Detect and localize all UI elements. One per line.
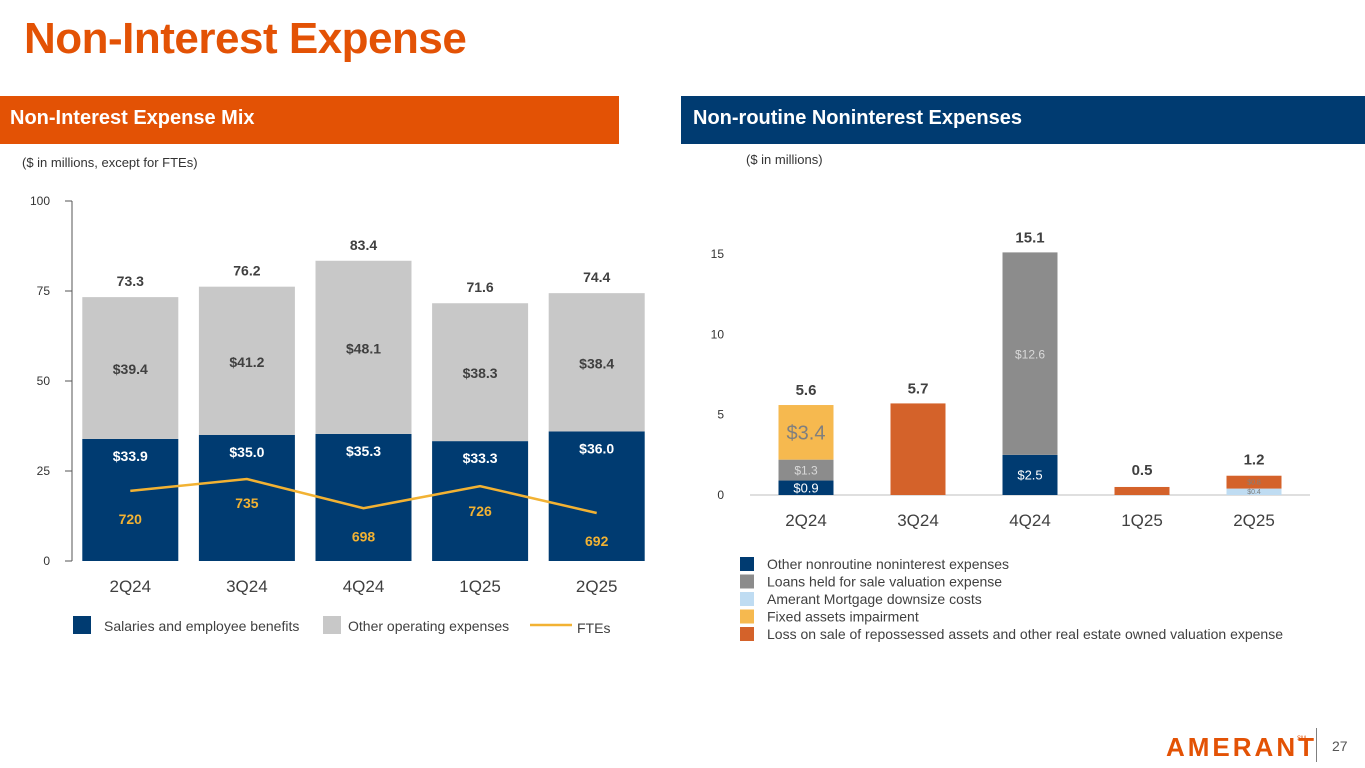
right-legend-swatch-3 bbox=[740, 592, 754, 606]
left-bar-salaries-and-employee-benefits-2q24 bbox=[82, 438, 179, 561]
right-bar-value-label: $1.3 bbox=[794, 463, 818, 477]
right-bar-value-label: $2.5 bbox=[1017, 467, 1042, 482]
right-bar-value-label: $0.9 bbox=[793, 480, 818, 495]
page-title: Non-Interest Expense bbox=[24, 14, 467, 63]
right-bar-total-label: 1.2 bbox=[1244, 452, 1265, 469]
logo-service-mark: SM bbox=[1297, 736, 1306, 742]
right-bar-total-label: 5.6 bbox=[796, 382, 817, 399]
right-legend-label-1: Other nonroutine noninterest expenses bbox=[767, 556, 1009, 572]
footer-divider bbox=[1316, 728, 1317, 762]
left-panel-header: Non-Interest Expense Mix bbox=[0, 96, 619, 144]
right-bar-loss-on-sale-of-repossessed-assets-and-o-2q25 bbox=[1226, 475, 1282, 489]
right-bar-value-label: $12.6 bbox=[1015, 347, 1045, 361]
left-bar-salaries-and-employee-benefits-4q24 bbox=[315, 433, 412, 561]
left-y-tick-label: 75 bbox=[37, 284, 51, 298]
right-x-category-label: 2Q25 bbox=[1233, 511, 1275, 530]
left-bar-value-label: $41.2 bbox=[229, 354, 264, 370]
right-bar-value-label: $3.4 bbox=[787, 422, 826, 444]
left-bar-other-operating-expenses-2q24 bbox=[82, 297, 179, 439]
left-fte-value-label: 720 bbox=[119, 511, 143, 527]
left-bar-salaries-and-employee-benefits-1q25 bbox=[432, 441, 529, 561]
right-legend-label-2: Loans held for sale valuation expense bbox=[767, 574, 1002, 590]
right-bar-loss-on-sale-of-repossessed-assets-and-o-3q24 bbox=[890, 403, 946, 495]
legend-label-other-operating: Other operating expenses bbox=[348, 618, 509, 634]
legend-swatch-other-operating bbox=[323, 616, 341, 634]
left-x-category-label: 1Q25 bbox=[459, 577, 501, 596]
right-bar-value-label: $0.8 bbox=[1247, 480, 1261, 487]
right-legend-swatch-1 bbox=[740, 557, 754, 571]
right-bar-loans-held-for-sale-valuation-expense-2q24 bbox=[778, 459, 834, 481]
right-legend-label-4: Fixed assets impairment bbox=[767, 609, 919, 625]
right-bar-total-label: 5.7 bbox=[908, 380, 929, 397]
right-units-note: ($ in millions) bbox=[746, 152, 823, 167]
right-y-tick-label: 0 bbox=[717, 488, 724, 502]
left-bar-total-label: 73.3 bbox=[117, 273, 144, 289]
left-units-note: ($ in millions, except for FTEs) bbox=[22, 155, 198, 170]
left-x-category-label: 4Q24 bbox=[343, 577, 385, 596]
right-bar-fixed-assets-impairment-2q24 bbox=[778, 405, 834, 460]
left-bar-value-label: $33.3 bbox=[463, 450, 498, 466]
left-y-tick-label: 0 bbox=[43, 554, 50, 568]
left-panel-header-text: Non-Interest Expense Mix bbox=[10, 107, 255, 129]
right-bar-amerant-mortgage-downsize-costs-2q25 bbox=[1226, 488, 1282, 495]
left-bar-value-label: $48.1 bbox=[346, 340, 381, 356]
left-bar-value-label: $39.4 bbox=[113, 361, 148, 377]
left-y-tick-label: 100 bbox=[30, 194, 50, 208]
right-bar-other-nonroutine-noninterest-expenses-4q24 bbox=[1002, 454, 1058, 495]
left-x-category-label: 3Q24 bbox=[226, 577, 268, 596]
right-bar-other-nonroutine-noninterest-expenses-2q24 bbox=[778, 480, 834, 495]
right-y-tick-label: 5 bbox=[717, 408, 724, 422]
left-fte-value-label: 735 bbox=[235, 495, 259, 511]
right-y-tick-label: 15 bbox=[711, 247, 725, 261]
right-bar-loans-held-for-sale-valuation-expense-4q24 bbox=[1002, 252, 1058, 455]
left-bar-value-label: $38.4 bbox=[579, 355, 614, 371]
legend-label-ftes: FTEs bbox=[577, 620, 610, 636]
right-panel-header: Non-routine Noninterest Expenses bbox=[681, 96, 1365, 144]
left-fte-value-label: 698 bbox=[352, 528, 376, 544]
left-y-tick-label: 25 bbox=[37, 464, 51, 478]
left-y-tick-label: 50 bbox=[37, 374, 51, 388]
right-legend-label-3: Amerant Mortgage downsize costs bbox=[767, 591, 982, 607]
left-bar-value-label: $35.0 bbox=[229, 444, 264, 460]
right-x-category-label: 1Q25 bbox=[1121, 511, 1163, 530]
right-y-tick-label: 10 bbox=[711, 327, 725, 341]
page-number: 27 bbox=[1332, 738, 1348, 754]
left-x-category-label: 2Q25 bbox=[576, 577, 618, 596]
left-bar-salaries-and-employee-benefits-3q24 bbox=[198, 435, 295, 561]
left-bar-value-label: $33.9 bbox=[113, 448, 148, 464]
right-legend-swatch-5 bbox=[740, 627, 754, 641]
right-x-category-label: 2Q24 bbox=[785, 511, 827, 530]
legend-label-salaries: Salaries and employee benefits bbox=[104, 618, 299, 634]
right-bar-total-label: 15.1 bbox=[1015, 229, 1044, 246]
left-fte-value-label: 692 bbox=[585, 533, 609, 549]
right-x-category-label: 3Q24 bbox=[897, 511, 939, 530]
right-legend-swatch-4 bbox=[740, 609, 754, 624]
right-bar-value-label: $0.4 bbox=[1247, 489, 1261, 496]
left-bar-value-label: $35.3 bbox=[346, 443, 381, 459]
left-bar-other-operating-expenses-3q24 bbox=[198, 286, 295, 435]
left-bar-other-operating-expenses-1q25 bbox=[432, 303, 529, 442]
left-fte-line bbox=[130, 477, 597, 515]
left-x-category-label: 2Q24 bbox=[110, 577, 152, 596]
left-bar-total-label: 76.2 bbox=[233, 263, 260, 279]
left-bar-other-operating-expenses-2q25 bbox=[548, 293, 645, 432]
right-x-category-label: 4Q24 bbox=[1009, 511, 1051, 530]
left-bar-value-label: $38.3 bbox=[463, 365, 498, 381]
right-bar-loss-on-sale-of-repossessed-assets-and-o-1q25 bbox=[1114, 486, 1170, 495]
left-bar-other-operating-expenses-4q24 bbox=[315, 260, 412, 434]
left-bar-total-label: 74.4 bbox=[583, 269, 610, 285]
left-fte-value-label: 726 bbox=[468, 503, 492, 519]
right-legend-swatch-2 bbox=[740, 574, 754, 589]
legend-swatch-salaries bbox=[73, 616, 91, 634]
left-bar-value-label: $36.0 bbox=[579, 440, 614, 456]
amerant-logo: AMERANT bbox=[1166, 732, 1317, 762]
left-bar-total-label: 83.4 bbox=[350, 237, 377, 253]
right-bar-total-label: 0.5 bbox=[1132, 462, 1153, 479]
right-legend-label-5: Loss on sale of repossessed assets and o… bbox=[767, 626, 1283, 642]
right-panel-header-text: Non-routine Noninterest Expenses bbox=[693, 107, 1022, 129]
left-bar-salaries-and-employee-benefits-2q25 bbox=[548, 431, 645, 561]
left-bar-total-label: 71.6 bbox=[466, 279, 493, 295]
